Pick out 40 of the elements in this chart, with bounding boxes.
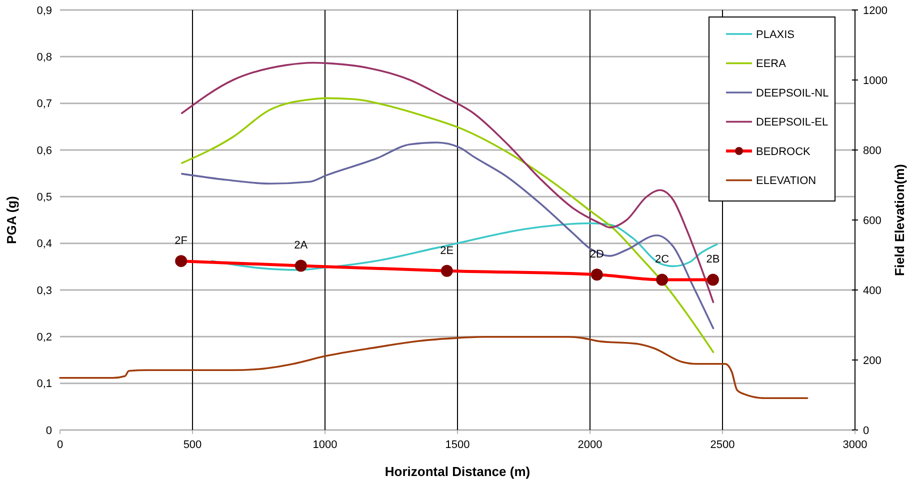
- y2-tick-label: 1000: [863, 74, 888, 87]
- x-tick-label: 0: [56, 439, 64, 451]
- y2-axis-title: Field Elevation(m): [892, 164, 907, 276]
- annotation: 2B: [706, 254, 720, 266]
- legend-label: EERA: [756, 58, 787, 70]
- legend-label: DEEPSOIL-NL: [756, 87, 829, 100]
- line-series: [59, 336, 808, 400]
- y-tick-label: 0,8: [36, 52, 52, 64]
- legend-label: BEDROCK: [756, 146, 812, 158]
- x-tick-label: 1000: [312, 439, 338, 451]
- line-series: [210, 222, 718, 271]
- annotation: 2F: [174, 235, 188, 248]
- annotation: 2E: [440, 244, 454, 257]
- y2-tick-label: 800: [863, 144, 882, 157]
- y2-tick-label: 200: [863, 354, 882, 367]
- annotation: 2A: [294, 240, 308, 252]
- y-tick-label: 0,5: [36, 192, 52, 204]
- x-axis-title: Horizontal Distance (m): [384, 464, 530, 479]
- annotation: 2C: [655, 254, 670, 266]
- legend-label: ELEVATION: [756, 175, 816, 188]
- y-tick-label: 0,1: [36, 378, 52, 390]
- y-tick-label: 0,9: [36, 4, 52, 17]
- y2-tick-label: 600: [863, 214, 882, 227]
- x-tick-label: 3000: [842, 439, 868, 451]
- y-axis-title: PGA (g): [4, 196, 19, 244]
- y2-tick-label: 0: [863, 424, 870, 437]
- legend-label: PLAXIS: [756, 28, 795, 41]
- x-tick-label: 1500: [445, 439, 470, 451]
- x-tick-label: 2500: [710, 439, 735, 451]
- x-tick-label: 2000: [578, 439, 602, 451]
- y-tick-label: 0,6: [36, 144, 52, 157]
- y-tick-label: 0,4: [36, 238, 52, 250]
- y-tick-label: 0,3: [36, 284, 52, 297]
- legend-label: DEEPSOIL-EL: [756, 116, 828, 129]
- y-tick-label: 0,7: [36, 98, 52, 110]
- y-tick-label: 0: [46, 424, 52, 437]
- y-tick-label: 0,2: [36, 332, 52, 344]
- y2-tick-label: 400: [863, 284, 882, 297]
- y2-tick-label: 1200: [863, 4, 888, 17]
- x-tick-label: 500: [183, 439, 202, 451]
